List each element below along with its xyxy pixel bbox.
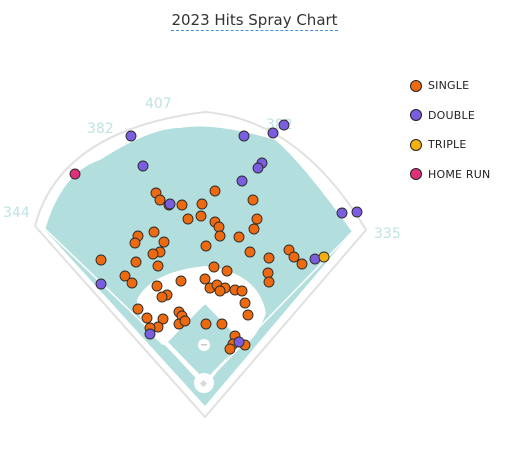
hit-point-single[interactable] (147, 248, 159, 260)
hit-point-single[interactable] (154, 194, 166, 206)
triple-marker-icon (410, 138, 422, 151)
hit-point-double[interactable] (278, 119, 290, 131)
hit-markers (69, 119, 363, 355)
hit-point-double[interactable] (267, 127, 279, 139)
hit-point-single[interactable] (244, 246, 256, 258)
hit-point-double[interactable] (236, 175, 248, 187)
legend-label: DOUBLE (428, 108, 476, 122)
legend-item-home-run[interactable]: HOME RUN (410, 160, 490, 190)
hit-point-double[interactable] (164, 198, 176, 210)
hit-point-double[interactable] (125, 130, 137, 142)
hit-point-single[interactable] (148, 226, 160, 238)
hit-point-single[interactable] (158, 236, 170, 248)
hit-point-single[interactable] (126, 277, 138, 289)
hit-point-single[interactable] (151, 280, 163, 292)
hit-point-double[interactable] (95, 278, 107, 290)
legend-item-single[interactable]: SINGLE (410, 71, 490, 101)
hit-point-single[interactable] (263, 276, 275, 288)
hit-point-single[interactable] (175, 275, 187, 287)
chart-title: 2023 Hits Spray Chart (171, 11, 338, 31)
hit-point-double[interactable] (238, 130, 250, 142)
hit-point-single[interactable] (200, 318, 212, 330)
double-marker-icon (410, 109, 422, 122)
hit-point-single[interactable] (196, 198, 208, 210)
hit-point-double[interactable] (309, 253, 321, 265)
hit-point-double[interactable] (233, 336, 245, 348)
legend-item-triple[interactable]: TRIPLE (410, 130, 490, 160)
hit-point-double[interactable] (336, 207, 348, 219)
hit-point-double[interactable] (252, 162, 264, 174)
hit-point-single[interactable] (152, 260, 164, 272)
hit-point-single[interactable] (233, 231, 245, 243)
hit-point-home-run[interactable] (69, 168, 81, 180)
single-marker-icon (410, 79, 422, 92)
hit-point-single[interactable] (236, 285, 248, 297)
hit-point-single[interactable] (179, 315, 191, 327)
hit-point-single[interactable] (119, 270, 131, 282)
hit-point-single[interactable] (296, 258, 308, 270)
hit-point-single[interactable] (157, 313, 169, 325)
distance-right-field: 335 (374, 226, 401, 242)
hit-point-single[interactable] (242, 309, 254, 321)
hit-point-single[interactable] (251, 213, 263, 225)
legend: SINGLE DOUBLE TRIPLE HOME RUN (410, 71, 490, 189)
home-plate (199, 379, 208, 388)
hit-point-single[interactable] (239, 297, 251, 309)
hit-point-double[interactable] (137, 160, 149, 172)
legend-item-double[interactable]: DOUBLE (410, 101, 490, 131)
legend-label: HOME RUN (428, 167, 491, 181)
hit-point-single[interactable] (200, 240, 212, 252)
hit-point-single[interactable] (132, 303, 144, 315)
left-foul-line (41, 225, 206, 384)
outfield-grass (45, 126, 352, 406)
hit-point-triple[interactable] (318, 251, 330, 263)
hit-point-single[interactable] (176, 199, 188, 211)
right-foul-line (204, 225, 359, 384)
home-run-marker-icon (410, 168, 422, 181)
third-base (158, 337, 167, 346)
hit-point-single[interactable] (213, 221, 225, 233)
hit-point-single[interactable] (214, 230, 226, 242)
hit-point-single[interactable] (263, 252, 275, 264)
hit-point-single[interactable] (199, 273, 211, 285)
legend-label: TRIPLE (428, 138, 467, 152)
hit-point-single[interactable] (288, 251, 300, 263)
hit-point-single[interactable] (209, 185, 221, 197)
hit-point-single[interactable] (248, 223, 260, 235)
hit-point-single[interactable] (130, 256, 142, 268)
hit-point-single[interactable] (182, 213, 194, 225)
second-base (199, 298, 208, 307)
hit-point-single[interactable] (221, 265, 233, 277)
hit-point-single[interactable] (95, 254, 107, 266)
distance-center-field: 407 (145, 96, 172, 112)
hit-point-single[interactable] (141, 312, 153, 324)
hit-point-single[interactable] (214, 285, 226, 297)
hit-point-single[interactable] (224, 343, 236, 355)
hit-point-single[interactable] (208, 261, 220, 273)
hit-point-single[interactable] (129, 237, 141, 249)
hit-point-single[interactable] (216, 318, 228, 330)
distance-left-center: 382 (87, 121, 114, 137)
hit-point-single[interactable] (262, 267, 274, 279)
distance-left-field: 344 (3, 205, 30, 221)
hit-point-single[interactable] (195, 210, 207, 222)
hit-point-single[interactable] (156, 291, 168, 303)
hit-point-double[interactable] (144, 328, 156, 340)
hit-point-single[interactable] (247, 194, 259, 206)
hit-point-double[interactable] (351, 206, 363, 218)
legend-label: SINGLE (428, 79, 470, 93)
